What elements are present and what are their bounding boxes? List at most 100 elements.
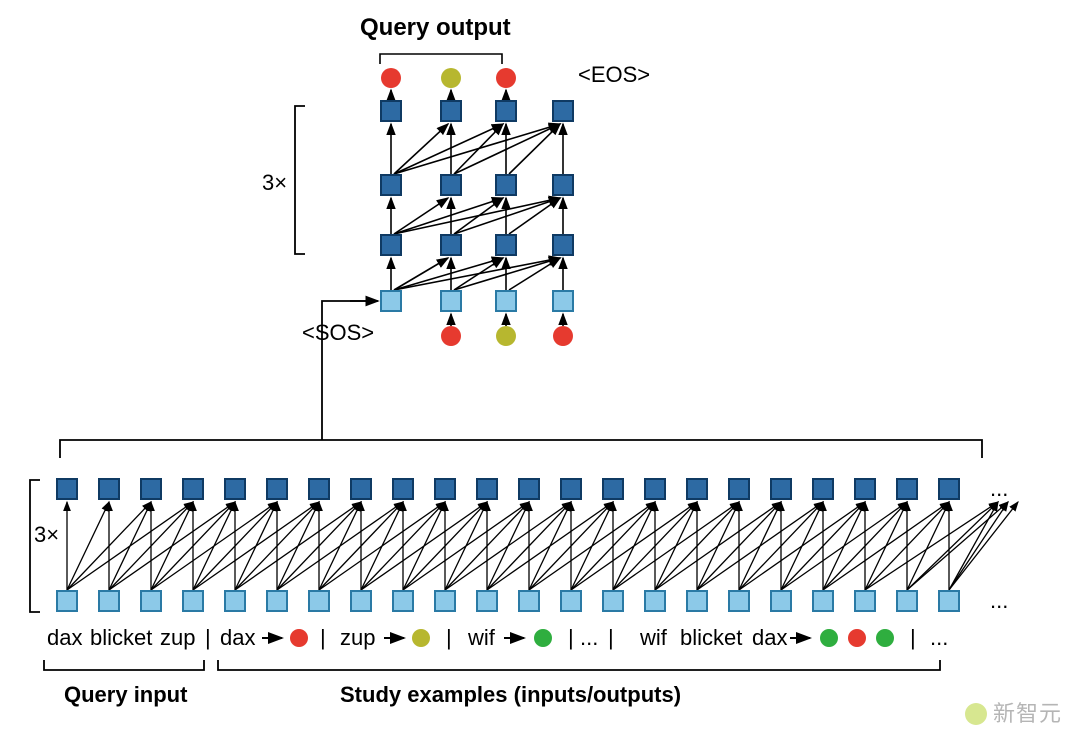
encoder-node-light: [476, 590, 498, 612]
encoder-node-light: [350, 590, 372, 612]
encoder-node-dark: [812, 478, 834, 500]
encoder-multiplier: 3×: [34, 522, 59, 548]
encoder-node-light: [686, 590, 708, 612]
token-text: |: [446, 625, 452, 651]
encoder-node-dark: [380, 234, 402, 256]
token-text: dax: [752, 625, 787, 651]
encoder-node-light: [518, 590, 540, 612]
encoder-node-dark: [560, 478, 582, 500]
token-text: zup: [340, 625, 375, 651]
encoder-node-dark: [476, 478, 498, 500]
token-text: blicket: [90, 625, 152, 651]
encoder-node-light: [560, 590, 582, 612]
encoder-node-dark: [495, 234, 517, 256]
encoder-node-dark: [552, 234, 574, 256]
encoder-node-light: [224, 590, 246, 612]
encoder-node-dark: [440, 100, 462, 122]
encoder-node-dark: [518, 478, 540, 500]
encoder-node-dark: [266, 478, 288, 500]
token-dot: [381, 68, 401, 88]
encoder-node-dark: [380, 174, 402, 196]
encoder-node-light: [644, 590, 666, 612]
token-dot: [848, 629, 866, 647]
token-text: ...: [930, 625, 948, 651]
encoder-node-dark: [224, 478, 246, 500]
encoder-node-dark: [938, 478, 960, 500]
encoder-node-dark: [602, 478, 624, 500]
encoder-node-dark: [644, 478, 666, 500]
token-text: |: [568, 625, 574, 651]
encoder-node-dark: [98, 478, 120, 500]
token-dot: [876, 629, 894, 647]
encoder-node-dark: [686, 478, 708, 500]
encoder-node-dark: [495, 100, 517, 122]
token-dot: [534, 629, 552, 647]
encoder-node-dark: [308, 478, 330, 500]
encoder-node-dark: [495, 174, 517, 196]
encoder-node-dark: [350, 478, 372, 500]
wechat-icon: [965, 703, 987, 725]
token-dot: [412, 629, 430, 647]
token-dot: [441, 326, 461, 346]
encoder-node-light: [140, 590, 162, 612]
encoder-node-dark: [770, 478, 792, 500]
token-dot: [441, 68, 461, 88]
encoder-node-dark: [552, 174, 574, 196]
encoder-node-dark: [440, 234, 462, 256]
encoder-node-light: [495, 290, 517, 312]
encoder-node-dark: [854, 478, 876, 500]
token-dot: [496, 326, 516, 346]
encoder-node-light: [440, 290, 462, 312]
encoder-node-light: [434, 590, 456, 612]
encoder-node-light: [182, 590, 204, 612]
token-text: ...: [580, 625, 598, 651]
encoder-node-dark: [182, 478, 204, 500]
encoder-node-light: [812, 590, 834, 612]
decoder-multiplier: 3×: [262, 170, 287, 196]
token-text: dax: [47, 625, 82, 651]
encoder-node-light: [770, 590, 792, 612]
encoder-node-light: [854, 590, 876, 612]
encoder-node-light: [602, 590, 624, 612]
token-text: wif: [640, 625, 667, 651]
eos-label: <EOS>: [578, 62, 650, 88]
encoder-node-light: [56, 590, 78, 612]
token-dot: [553, 326, 573, 346]
watermark: 新智元: [965, 696, 1062, 728]
encoder-node-dark: [434, 478, 456, 500]
token-text: zup: [160, 625, 195, 651]
encoder-node-light: [896, 590, 918, 612]
encoder-node-light: [392, 590, 414, 612]
sos-label: <SOS>: [302, 320, 374, 346]
token-text: ...: [990, 588, 1008, 614]
encoder-node-dark: [552, 100, 574, 122]
token-text: |: [205, 625, 211, 651]
encoder-node-light: [728, 590, 750, 612]
encoder-node-dark: [56, 478, 78, 500]
title-query-output: Query output: [360, 14, 511, 42]
encoder-node-light: [938, 590, 960, 612]
encoder-node-dark: [392, 478, 414, 500]
encoder-node-light: [98, 590, 120, 612]
encoder-node-dark: [140, 478, 162, 500]
token-text: blicket: [680, 625, 742, 651]
token-dot: [820, 629, 838, 647]
encoder-node-dark: [440, 174, 462, 196]
study-examples-label: Study examples (inputs/outputs): [340, 682, 681, 708]
encoder-node-dark: [380, 100, 402, 122]
token-text: |: [320, 625, 326, 651]
token-dot: [290, 629, 308, 647]
encoder-node-dark: [728, 478, 750, 500]
encoder-node-light: [308, 590, 330, 612]
token-text: wif: [468, 625, 495, 651]
encoder-node-light: [552, 290, 574, 312]
encoder-node-light: [266, 590, 288, 612]
token-text: ...: [990, 476, 1008, 502]
encoder-node-light: [380, 290, 402, 312]
query-input-label: Query input: [64, 682, 187, 708]
encoder-node-dark: [896, 478, 918, 500]
token-text: |: [910, 625, 916, 651]
token-dot: [496, 68, 516, 88]
token-text: |: [608, 625, 614, 651]
token-text: dax: [220, 625, 255, 651]
